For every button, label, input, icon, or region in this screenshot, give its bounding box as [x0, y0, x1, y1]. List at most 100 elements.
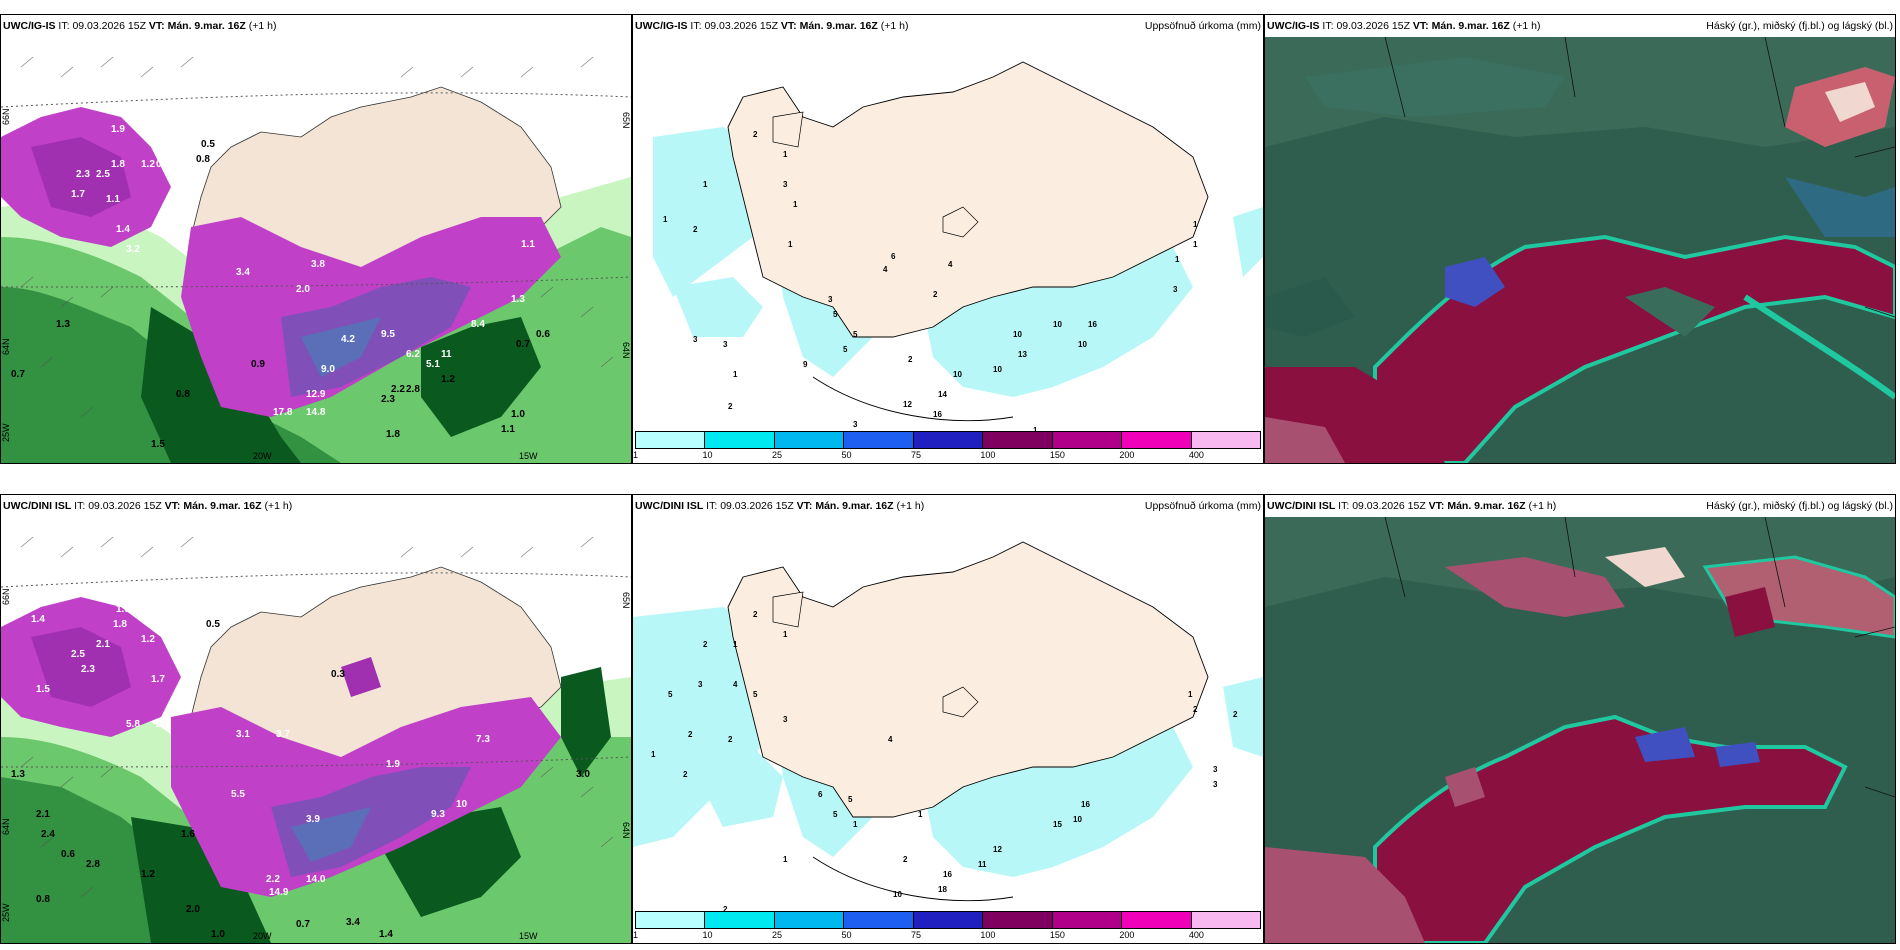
value-label: 1.5 [36, 684, 50, 695]
value-label: 0.8 [196, 154, 210, 165]
precip-value: 1 [788, 240, 793, 249]
value-label: 1.2 [141, 869, 155, 880]
colorbar-tick: 100 [980, 450, 996, 460]
precip-value: 11 [978, 860, 987, 869]
cloud-map[interactable] [1265, 37, 1895, 463]
precip-value: 16 [933, 410, 942, 419]
value-label: 12.9 [306, 389, 326, 400]
panel-header: UWC/IG-IS IT: 09.03.2026 15Z VT: Mán. 9.… [633, 15, 1263, 37]
precip-value: 15 [1053, 820, 1062, 829]
precip-value: 4 [948, 260, 953, 269]
value-label: 1.8 [111, 159, 125, 170]
value-label: 1.0 [211, 929, 225, 940]
value-label: 5.8 [126, 719, 140, 730]
lead-time: (+1 h) [248, 20, 277, 32]
value-label: 1.4 [379, 929, 393, 940]
precip-value: 2 [1193, 705, 1198, 714]
value-label: 0.7 [296, 919, 310, 930]
precip-value: 2 [683, 770, 688, 779]
colorbar-swatch [1122, 912, 1192, 928]
precip-value: 16 [943, 870, 952, 879]
value-label: 4.2 [341, 334, 355, 345]
latitude-label: 64N [1, 818, 11, 835]
value-label: 14.8 [306, 407, 326, 418]
precip-value: 2 [703, 640, 708, 649]
value-label: 0.5 [201, 139, 215, 150]
precip-value: 4 [733, 680, 738, 689]
precip-value: 3 [1213, 765, 1218, 774]
value-label: 1.5 [151, 439, 165, 450]
value-label: 2.7 [156, 719, 170, 730]
lead-time: (+1 h) [896, 500, 925, 512]
value-label: 1.8 [386, 429, 400, 440]
value-label: 2.4 [41, 829, 55, 840]
precip-value: 16 [1081, 800, 1090, 809]
precip-value: 4 [883, 265, 888, 274]
colorbar-swatch [636, 912, 706, 928]
precip-value: 10 [993, 365, 1002, 374]
valid-time: Mán. 9.mar. 16Z [799, 20, 878, 32]
wind-precip-map[interactable]: 1.4 1.9 1.8 2.5 2.1 2.3 1.5 1.7 1.2 5.8 … [1, 517, 631, 943]
value-label: 1.1 [521, 239, 535, 250]
value-label: 3.8 [311, 259, 325, 270]
value-label: 0.6 [61, 849, 75, 860]
field-title: Uppsöfnuð úrkoma (mm) [1144, 20, 1261, 32]
init-time: 09.03.2026 15Z [72, 20, 146, 32]
value-label: 5.5 [231, 789, 245, 800]
precip-value: 5 [848, 795, 853, 804]
precip-colorbar: 1 10 25 50 75 100 150 200 400 [633, 911, 1261, 941]
colorbar-swatch [705, 912, 775, 928]
latitude-label: 66N [1, 108, 11, 125]
value-label: 17.8 [273, 407, 293, 418]
value-label: 2.0 [186, 904, 200, 915]
model-name: UWC/IG-IS [3, 20, 56, 32]
value-label: 1.2 [141, 159, 155, 170]
colorbar-swatch [1191, 912, 1260, 928]
colorbar-tick: 200 [1119, 930, 1135, 940]
precip-panel-ig-is: UWC/IG-IS IT: 09.03.2026 15Z VT: Mán. 9.… [632, 14, 1264, 464]
precip-value: 1 [1188, 690, 1193, 699]
precip-value: 1 [793, 200, 798, 209]
precip-map[interactable]: 2 1 2 1 5 3 4 5 2 2 1 2 3 4 6 5 5 1 2 1 [633, 517, 1263, 943]
precip-value: 2 [753, 130, 758, 139]
precip-value: 6 [891, 252, 896, 261]
precip-value: 14 [938, 390, 947, 399]
lead-time: (+1 h) [1528, 500, 1557, 512]
colorbar-swatch [1191, 432, 1260, 448]
value-label: 14.9 [269, 887, 289, 898]
precip-value: 1 [663, 215, 668, 224]
precip-value: 2 [728, 402, 733, 411]
cloud-map[interactable] [1265, 517, 1895, 943]
precip-value: 2 [903, 855, 908, 864]
value-label: 9.0 [321, 364, 335, 375]
colorbar-tick: 100 [980, 930, 996, 940]
precip-value: 1 [733, 370, 738, 379]
precip-colorbar: 1 10 25 50 75 100 150 200 400 [633, 431, 1261, 461]
longitude-label: 20W [253, 931, 272, 941]
precip-map[interactable]: 2 1 1 1 2 3 1 1 4 6 2 4 3 5 9 5 5 3 3 1 [633, 37, 1263, 463]
value-label: 3.2 [126, 244, 140, 255]
value-label: 3.4 [346, 917, 360, 928]
value-label: 1.9 [386, 759, 400, 770]
lead-time: (+1 h) [880, 20, 909, 32]
precip-value: 12 [993, 845, 1002, 854]
precip-value: 10 [1078, 340, 1087, 349]
precip-value: 3 [1173, 285, 1178, 294]
precip-value: 3 [783, 715, 788, 724]
latitude-label: 64N [1, 338, 11, 355]
wind-precip-map[interactable]: 1.9 1.8 2.3 2.5 1.7 1.1 1.2 0.9 1.4 3.2 … [1, 37, 631, 463]
value-label: 3.1 [236, 729, 250, 740]
value-label: 0.5 [206, 619, 220, 630]
colorbar-swatch [844, 912, 914, 928]
latitude-label: 64N [621, 822, 631, 839]
init-time: 09.03.2026 15Z [720, 500, 794, 512]
colorbar-tick: 50 [841, 450, 852, 460]
colorbar-swatch [705, 432, 775, 448]
precip-value: 3 [828, 295, 833, 304]
precip-value: 5 [833, 310, 838, 319]
valid-time: Mán. 9.mar. 16Z [1431, 20, 1510, 32]
panel-header: UWC/DINI ISL IT: 09.03.2026 15Z VT: Mán.… [3, 500, 293, 512]
latitude-label: 66N [1, 588, 11, 605]
precip-value: 3 [1213, 780, 1218, 789]
model-name: UWC/IG-IS [635, 20, 688, 32]
